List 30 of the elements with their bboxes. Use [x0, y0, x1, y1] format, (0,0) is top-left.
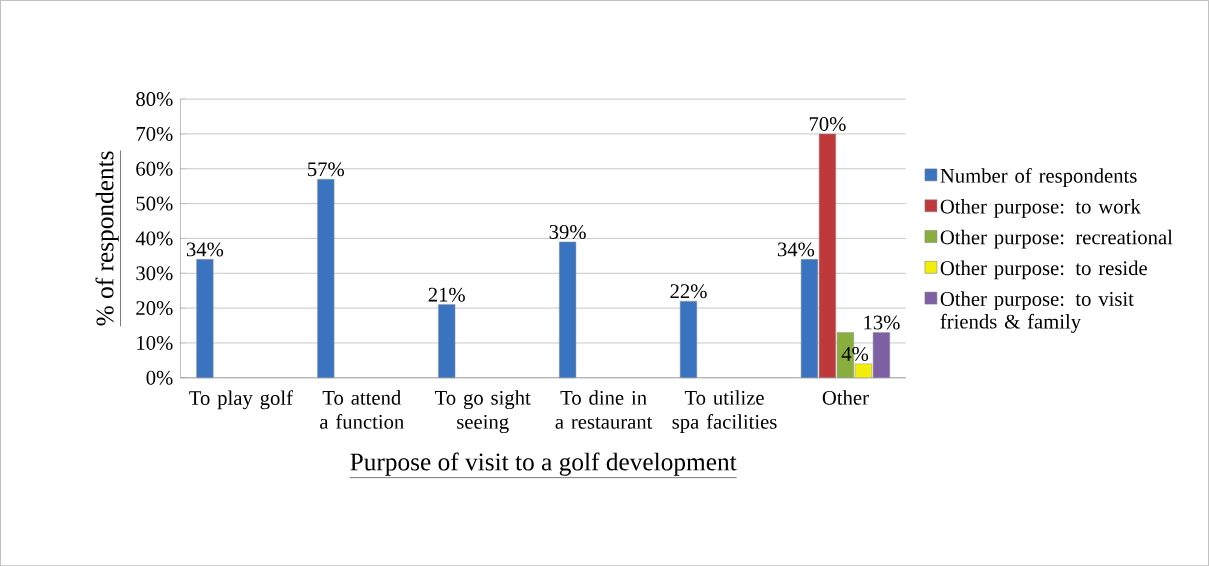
data-label: 57% — [308, 162, 345, 177]
y-tick-label: 70% — [136, 126, 173, 141]
x-tick-label: Other — [822, 390, 869, 405]
y-tick-label: 60% — [136, 161, 173, 176]
data-label: 34% — [186, 242, 224, 257]
y-tick-label: 30% — [136, 266, 173, 281]
legend-label: Other purpose: recreational — [940, 229, 1173, 249]
y-axis-title: % of respondents — [95, 151, 119, 326]
data-label: 13% — [864, 315, 900, 330]
legend-label: Other purpose: to work — [940, 198, 1141, 218]
x-tick-label: To go sight seeing — [435, 390, 531, 433]
data-label: 39% — [549, 224, 586, 239]
x-axis-title: Purpose of visit to a golf development — [350, 452, 737, 476]
y-tick-label: 0% — [146, 370, 173, 385]
y-tick-label: 10% — [137, 335, 173, 350]
x-tick-label: To dine in a restaurant — [555, 390, 653, 429]
x-tick-label: To utilize spa facilities — [672, 390, 777, 433]
y-tick-label: 40% — [135, 231, 173, 246]
y-tick-label: 50% — [136, 196, 173, 211]
legend-label: Number of respondents — [940, 167, 1137, 187]
legend-label: Other purpose: to visit friends & family — [940, 291, 1134, 333]
legend-label: Other purpose: to reside — [940, 260, 1147, 280]
y-tick-label: 80% — [136, 91, 173, 106]
data-label: 70% — [809, 116, 846, 131]
x-tick-label: To attend a function — [320, 390, 404, 429]
data-label: 34% — [777, 242, 815, 257]
data-label: 21% — [428, 287, 465, 302]
data-label: 22% — [670, 284, 707, 299]
y-tick-label: 20% — [136, 300, 173, 316]
x-tick-label: To play golf — [189, 390, 293, 410]
